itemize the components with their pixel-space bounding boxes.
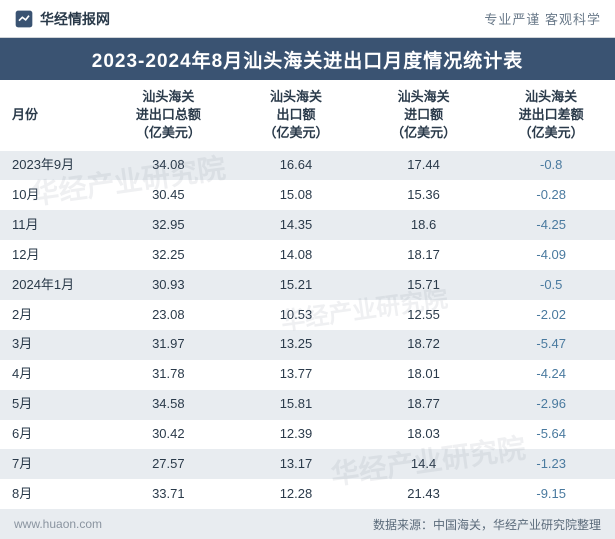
logo-group: 华经情报网: [14, 9, 110, 29]
cell-value: 14.35: [232, 210, 360, 240]
cell-value: 30.45: [105, 180, 233, 210]
logo-text: 华经情报网: [40, 9, 110, 29]
table-row: 2023年9月34.0816.6417.44-0.8: [0, 151, 615, 181]
cell-month: 11月: [0, 210, 105, 240]
cell-value: 15.81: [232, 390, 360, 420]
table-body: 2023年9月34.0816.6417.44-0.810月30.4515.081…: [0, 151, 615, 510]
cell-value: 13.77: [232, 360, 360, 390]
table-row: 5月34.5815.8118.77-2.96: [0, 390, 615, 420]
cell-month: 4月: [0, 360, 105, 390]
cell-month: 2月: [0, 300, 105, 330]
cell-diff: -4.09: [487, 240, 615, 270]
table-row: 2月23.0810.5312.55-2.02: [0, 300, 615, 330]
cell-value: 17.44: [360, 151, 488, 181]
col-header-total: 汕头海关进出口总额（亿美元）: [105, 80, 233, 151]
cell-diff: -2.02: [487, 300, 615, 330]
footer-source: 数据来源：中国海关，华经产业研究院整理: [373, 516, 601, 533]
footer-bar: www.huaon.com 数据来源：中国海关，华经产业研究院整理: [0, 509, 615, 539]
table-title: 2023-2024年8月汕头海关进出口月度情况统计表: [0, 38, 615, 80]
table-row: 12月32.2514.0818.17-4.09: [0, 240, 615, 270]
cell-diff: -0.28: [487, 180, 615, 210]
cell-value: 15.21: [232, 270, 360, 300]
cell-value: 34.08: [105, 151, 233, 181]
table-row: 2024年1月30.9315.2115.71-0.5: [0, 270, 615, 300]
cell-value: 14.08: [232, 240, 360, 270]
col-header-import: 汕头海关进口额（亿美元）: [360, 80, 488, 151]
cell-diff: -4.25: [487, 210, 615, 240]
cell-value: 18.77: [360, 390, 488, 420]
table-row: 6月30.4212.3918.03-5.64: [0, 420, 615, 450]
cell-month: 6月: [0, 420, 105, 450]
cell-value: 13.17: [232, 449, 360, 479]
cell-month: 2024年1月: [0, 270, 105, 300]
table-row: 8月33.7112.2821.43-9.15: [0, 479, 615, 509]
table-row: 10月30.4515.0815.36-0.28: [0, 180, 615, 210]
cell-value: 12.55: [360, 300, 488, 330]
cell-value: 16.64: [232, 151, 360, 181]
header-bar: 华经情报网 专业严谨 客观科学: [0, 0, 615, 38]
logo-icon: [14, 9, 34, 29]
cell-value: 15.08: [232, 180, 360, 210]
cell-month: 2023年9月: [0, 151, 105, 181]
cell-diff: -0.8: [487, 151, 615, 181]
cell-value: 18.17: [360, 240, 488, 270]
cell-value: 21.43: [360, 479, 488, 509]
cell-diff: -5.64: [487, 420, 615, 450]
cell-value: 18.72: [360, 330, 488, 360]
cell-month: 12月: [0, 240, 105, 270]
cell-value: 18.6: [360, 210, 488, 240]
cell-value: 12.28: [232, 479, 360, 509]
cell-value: 15.36: [360, 180, 488, 210]
cell-value: 12.39: [232, 420, 360, 450]
cell-value: 14.4: [360, 449, 488, 479]
cell-value: 30.42: [105, 420, 233, 450]
cell-value: 34.58: [105, 390, 233, 420]
cell-diff: -4.24: [487, 360, 615, 390]
cell-value: 30.93: [105, 270, 233, 300]
cell-diff: -0.5: [487, 270, 615, 300]
cell-month: 7月: [0, 449, 105, 479]
cell-value: 33.71: [105, 479, 233, 509]
col-header-export: 汕头海关出口额（亿美元）: [232, 80, 360, 151]
cell-diff: -5.47: [487, 330, 615, 360]
cell-month: 3月: [0, 330, 105, 360]
table-row: 3月31.9713.2518.72-5.47: [0, 330, 615, 360]
table-container: 华经产业研究院 华经产业研究院 华经产业研究院 月份 汕头海关进出口总额（亿美元…: [0, 80, 615, 509]
cell-diff: -1.23: [487, 449, 615, 479]
cell-month: 10月: [0, 180, 105, 210]
cell-value: 31.97: [105, 330, 233, 360]
col-header-month: 月份: [0, 80, 105, 151]
footer-url: www.huaon.com: [14, 517, 102, 531]
cell-value: 10.53: [232, 300, 360, 330]
cell-month: 8月: [0, 479, 105, 509]
cell-value: 31.78: [105, 360, 233, 390]
cell-value: 27.57: [105, 449, 233, 479]
cell-value: 18.03: [360, 420, 488, 450]
cell-value: 15.71: [360, 270, 488, 300]
header-tagline: 专业严谨 客观科学: [484, 9, 601, 28]
col-header-diff: 汕头海关进出口差额（亿美元）: [487, 80, 615, 151]
cell-diff: -9.15: [487, 479, 615, 509]
cell-value: 13.25: [232, 330, 360, 360]
cell-value: 32.25: [105, 240, 233, 270]
table-row: 7月27.5713.1714.4-1.23: [0, 449, 615, 479]
data-table: 月份 汕头海关进出口总额（亿美元） 汕头海关出口额（亿美元） 汕头海关进口额（亿…: [0, 80, 615, 509]
cell-month: 5月: [0, 390, 105, 420]
cell-diff: -2.96: [487, 390, 615, 420]
cell-value: 23.08: [105, 300, 233, 330]
table-header-row: 月份 汕头海关进出口总额（亿美元） 汕头海关出口额（亿美元） 汕头海关进口额（亿…: [0, 80, 615, 151]
table-row: 11月32.9514.3518.6-4.25: [0, 210, 615, 240]
table-row: 4月31.7813.7718.01-4.24: [0, 360, 615, 390]
cell-value: 32.95: [105, 210, 233, 240]
cell-value: 18.01: [360, 360, 488, 390]
